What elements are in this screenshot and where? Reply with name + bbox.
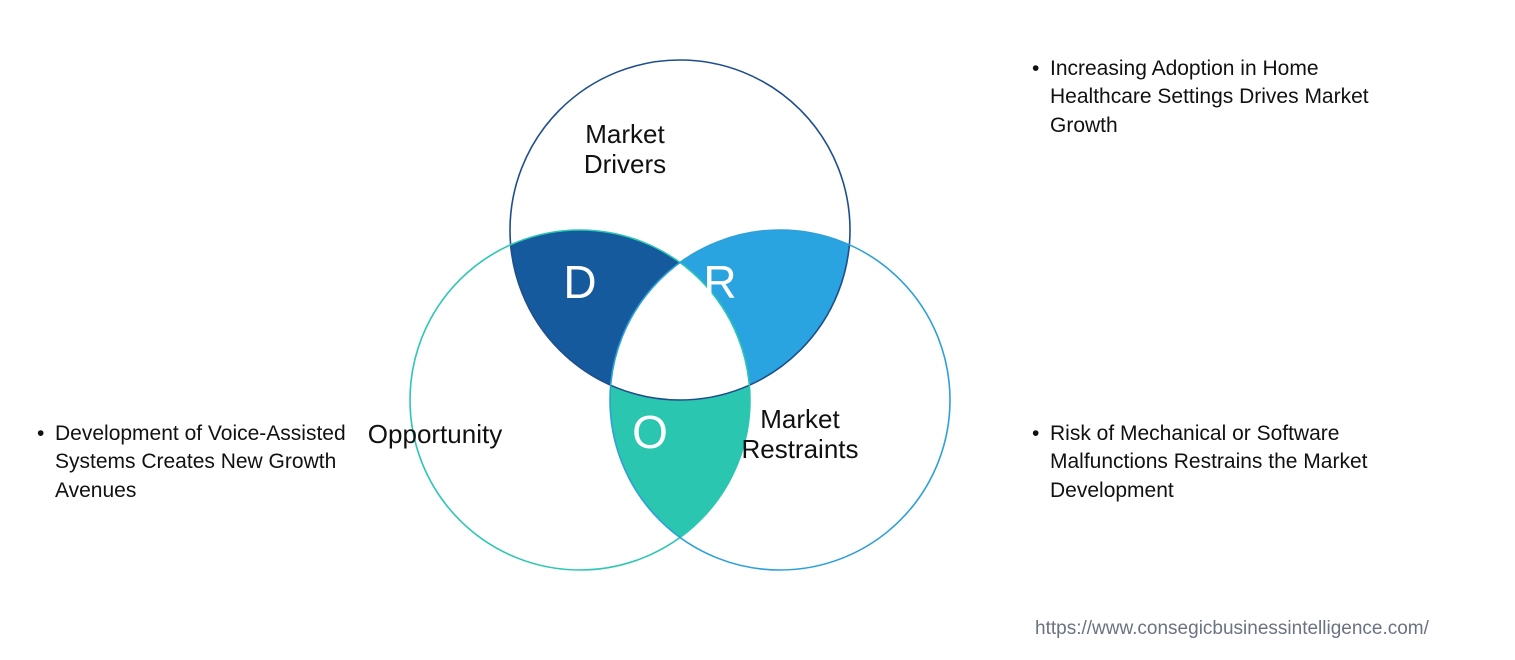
diagram-stage: Market Drivers Opportunity Market Restra… <box>0 0 1515 660</box>
bullet-dot-icon: • <box>37 420 44 448</box>
venn-diagram <box>370 30 990 590</box>
circle-label-restraints: Market Restraints <box>720 405 880 465</box>
bullet-dot-icon: • <box>1032 420 1039 448</box>
bullet-opportunity-text: Development of Voice-Assisted Systems Cr… <box>55 422 346 502</box>
circle-label-drivers: Market Drivers <box>555 120 695 180</box>
bullet-restraints: • Risk of Mechanical or Software Malfunc… <box>1050 420 1420 505</box>
source-url: https://www.consegicbusinessintelligence… <box>1035 618 1429 640</box>
intersection-letter-d: D <box>550 255 610 309</box>
bullet-dot-icon: • <box>1032 55 1039 83</box>
bullet-opportunity: • Development of Voice-Assisted Systems … <box>55 420 395 505</box>
bullet-drivers: • Increasing Adoption in Home Healthcare… <box>1050 55 1410 140</box>
bullet-drivers-text: Increasing Adoption in Home Healthcare S… <box>1050 57 1369 137</box>
intersection-letter-o: O <box>620 405 680 459</box>
intersection-letter-r: R <box>690 255 750 309</box>
bullet-restraints-text: Risk of Mechanical or Software Malfuncti… <box>1050 422 1367 502</box>
